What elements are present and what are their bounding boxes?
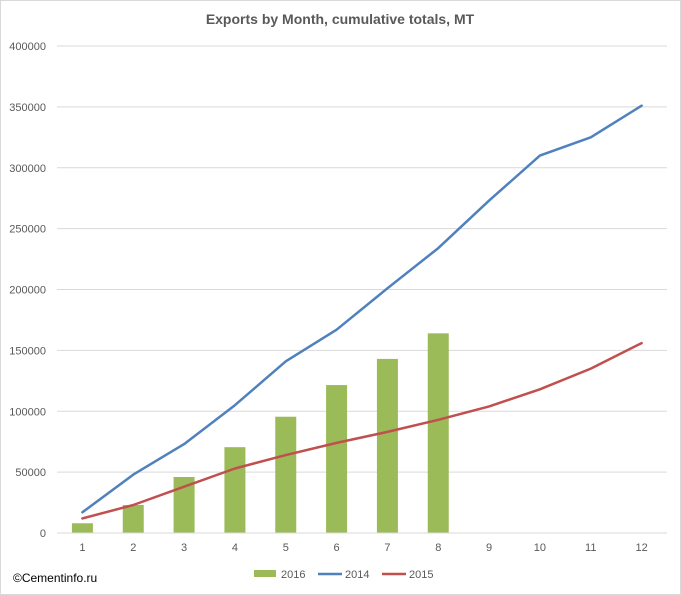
y-axis-ticks: 0 50000 100000 150000 200000 250000 300000 3500… (9, 41, 46, 540)
bar-2016-3 (173, 476, 195, 533)
bar-2016-5 (275, 416, 297, 533)
bar-2016-6 (326, 385, 348, 533)
bar-2016-8 (427, 333, 449, 533)
gridlines (57, 45, 667, 473)
bar-series (71, 333, 449, 533)
line-2014 (81, 104, 643, 514)
x-axis-ticks: 1 2 3 4 5 6 7 8 9 10 11 12 (79, 542, 647, 554)
y-tick-label: 150000 (9, 345, 46, 357)
x-tick-label: 2 (130, 542, 136, 554)
y-tick-label: 50000 (15, 467, 46, 479)
y-tick-label: 100000 (9, 406, 46, 418)
y-tick-label: 250000 (9, 224, 46, 236)
legend-swatch-2016 (254, 570, 276, 577)
line-series (81, 104, 643, 520)
legend: 2016 2014 2015 (254, 569, 433, 581)
credit-text: ©Cementinfo.ru (13, 571, 97, 585)
x-tick-label: 1 (79, 542, 85, 554)
x-tick-label: 6 (334, 542, 340, 554)
legend-label-2016: 2016 (281, 569, 305, 581)
x-tick-label: 10 (534, 542, 546, 554)
legend-label-2014: 2014 (345, 569, 369, 581)
y-tick-label: 400000 (9, 41, 46, 53)
x-tick-label: 9 (486, 542, 492, 554)
y-tick-label: 0 (40, 528, 46, 540)
x-tick-label: 5 (283, 542, 289, 554)
bar-2016-1 (71, 523, 93, 533)
x-tick-label: 11 (585, 542, 596, 554)
chart-title: Exports by Month, cumulative totals, MT (206, 11, 475, 27)
y-tick-label: 300000 (9, 163, 46, 175)
bar-2016-4 (224, 447, 246, 533)
x-tick-label: 7 (384, 542, 390, 554)
line-2015 (81, 341, 643, 520)
x-tick-label: 4 (232, 542, 238, 554)
legend-label-2015: 2015 (409, 569, 433, 581)
x-tick-label: 8 (435, 542, 441, 554)
y-tick-label: 350000 (9, 102, 46, 114)
y-tick-label: 200000 (9, 285, 46, 297)
bar-2016-2 (122, 504, 144, 533)
x-tick-label: 3 (181, 542, 187, 554)
bar-2016-7 (376, 358, 398, 533)
x-tick-label: 12 (635, 542, 647, 554)
